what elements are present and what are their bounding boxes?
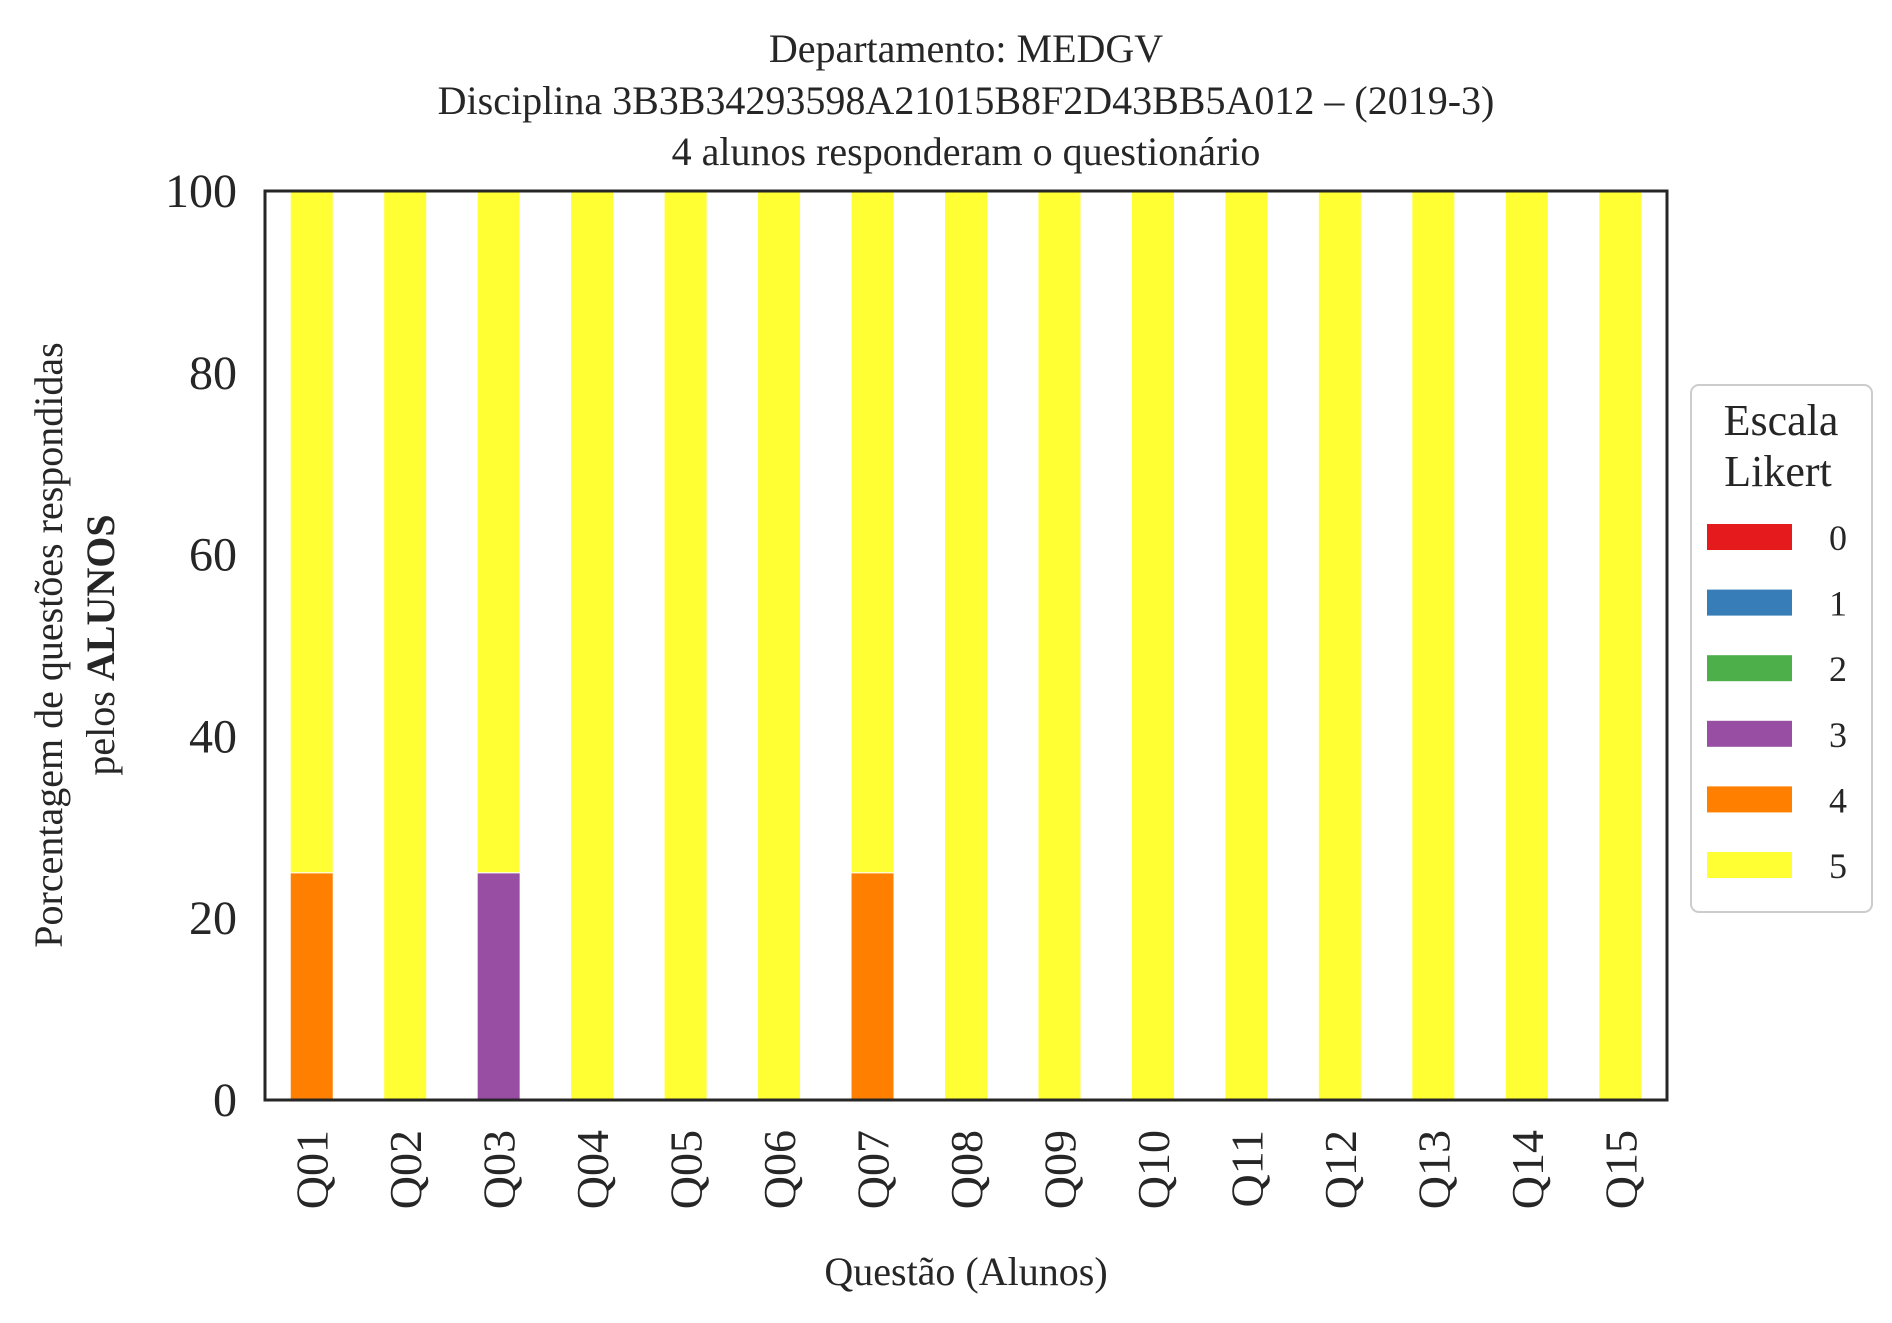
bar-q12-likert-5	[1317, 190, 1362, 1101]
legend-title-line-1: Escala	[1724, 396, 1839, 445]
y-axis-label-line-2: pelos ALUNOS	[78, 514, 123, 775]
x-tick-label-q13: Q13	[1408, 1130, 1459, 1209]
legend-box	[1690, 384, 1873, 913]
chart-title-line-3: 4 alunos responderam o questionário	[672, 129, 1261, 174]
legend-swatch-3	[1707, 720, 1792, 747]
bar-q09-likert-5	[1037, 190, 1082, 1101]
x-tick-label-q12: Q12	[1315, 1130, 1366, 1209]
bar-q10-likert-5	[1130, 190, 1175, 1101]
y-tick-label-80: 80	[189, 347, 237, 400]
x-axis-label: Questão (Alunos)	[824, 1249, 1107, 1294]
legend-label-3: 3	[1829, 715, 1847, 755]
legend-items: 0 1 2 3 4 5	[1707, 518, 1847, 886]
x-ticks-group: Q01 Q02 Q03 Q04 Q05 Q06 Q07 Q08 Q09 Q10 Q11 Q12 Q13 Q…	[287, 1130, 1647, 1209]
legend-swatch-5	[1707, 852, 1792, 878]
bar-q08-likert-5	[944, 190, 988, 1101]
bar-q01-likert-5	[289, 190, 334, 874]
y-tick-label-40: 40	[189, 710, 237, 763]
chart-title-line-1: Departamento: MEDGV	[769, 26, 1163, 71]
y-tick-label-100: 100	[165, 165, 237, 218]
x-tick-label-q03: Q03	[474, 1130, 525, 1209]
legend-swatch-2	[1707, 655, 1792, 682]
plot-frame	[263, 189, 1669, 1102]
legend-title-line-2: Likert	[1724, 447, 1832, 496]
legend-label-0: 0	[1829, 518, 1847, 558]
legend-label-5: 5	[1829, 846, 1847, 886]
bar-q03-likert-5	[476, 190, 521, 874]
x-tick-label-q02: Q02	[380, 1130, 431, 1209]
bars-group	[289, 190, 1643, 1101]
legend-label-4: 4	[1829, 780, 1847, 820]
y-axis-label-prefix: pelos	[78, 681, 123, 775]
y-ticks-group: 0 20 40 60 80 100	[165, 165, 237, 1127]
bar-q15-likert-5	[1598, 190, 1643, 1101]
bar-q07-likert-5	[850, 190, 895, 874]
bar-q13-likert-5	[1411, 190, 1456, 1101]
legend: Escala Likert 0 1 2 3 4 5	[1690, 384, 1873, 913]
x-tick-label-q14: Q14	[1502, 1130, 1553, 1209]
x-tick-label-q05: Q05	[661, 1130, 712, 1209]
y-tick-label-0: 0	[213, 1074, 237, 1127]
x-tick-label-q04: Q04	[567, 1130, 618, 1209]
legend-swatch-4	[1707, 786, 1792, 813]
x-tick-label-q08: Q08	[941, 1130, 992, 1209]
x-tick-label-q06: Q06	[754, 1130, 805, 1209]
x-tick-label-q10: Q10	[1128, 1130, 1179, 1209]
bar-q05-likert-5	[663, 190, 708, 1101]
y-tick-label-20: 20	[189, 892, 237, 945]
legend-swatch-0	[1707, 524, 1792, 550]
y-axis-label: Porcentagem de questões respondidas pelo…	[26, 342, 123, 947]
chart-title: Departamento: MEDGV Disciplina 3B3B34293…	[438, 26, 1495, 174]
x-tick-label-q01: Q01	[287, 1130, 338, 1209]
x-tick-label-q11: Q11	[1221, 1130, 1272, 1208]
bar-q07-likert-4	[850, 872, 895, 1101]
bar-q01-likert-4	[289, 872, 334, 1101]
bar-q04-likert-5	[570, 190, 615, 1101]
bar-q11-likert-5	[1224, 190, 1269, 1101]
x-tick-label-q09: Q09	[1034, 1130, 1085, 1209]
x-tick-label-q07: Q07	[848, 1130, 899, 1209]
legend-label-1: 1	[1829, 584, 1847, 624]
bar-q06-likert-5	[757, 190, 802, 1101]
y-tick-label-60: 60	[189, 529, 237, 582]
legend-swatch-1	[1707, 589, 1792, 616]
y-axis-label-bold: ALUNOS	[78, 514, 123, 681]
bar-q14-likert-5	[1504, 190, 1549, 1101]
x-tick-label-q15: Q15	[1595, 1130, 1646, 1209]
legend-label-2: 2	[1829, 649, 1847, 689]
y-axis-label-line-1: Porcentagem de questões respondidas	[26, 342, 71, 947]
bar-q03-likert-3	[476, 872, 521, 1101]
chart-title-line-2: Disciplina 3B3B34293598A21015B8F2D43BB5A…	[438, 78, 1495, 123]
bar-q02-likert-5	[383, 190, 428, 1101]
